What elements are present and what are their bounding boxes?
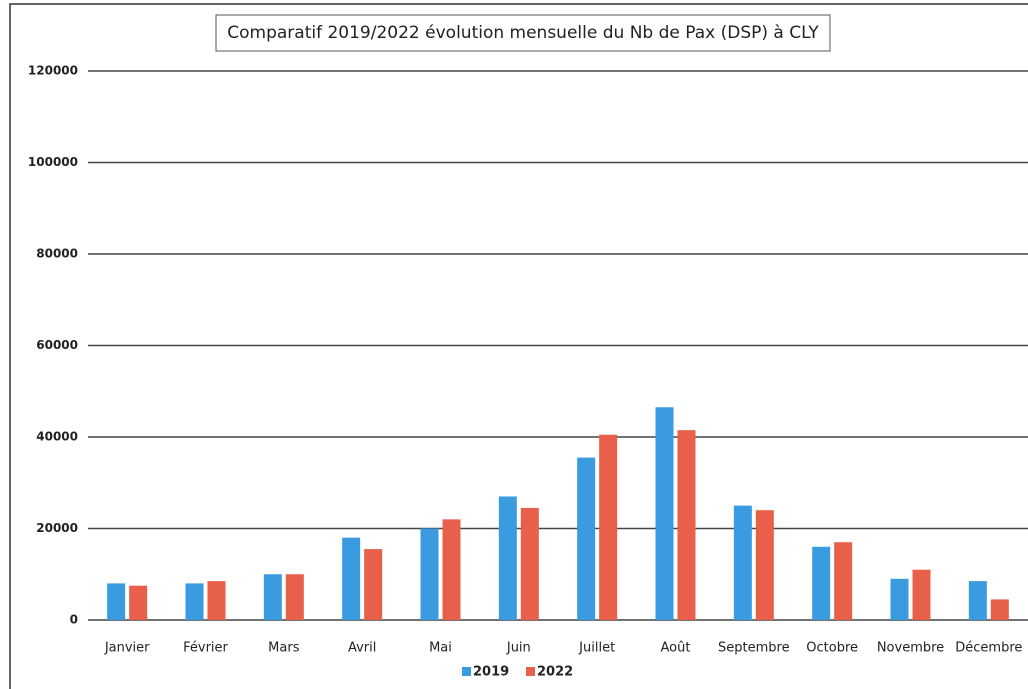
x-tick-label: Août [661,641,691,656]
bar [733,505,752,620]
bar [364,549,383,620]
legend-label: 2022 [537,665,573,680]
x-tick-label: Novembre [877,641,944,656]
y-tick-label: 120000 [28,64,78,78]
x-tick-label: Septembre [718,641,790,656]
bar [990,599,1009,620]
bar [498,496,517,620]
x-tick-label: Mai [429,641,452,656]
bar [890,578,909,620]
bar [655,407,674,620]
bar [107,583,126,620]
bar [677,430,696,620]
legend-swatch [526,667,535,676]
y-tick-label: 40000 [36,430,78,444]
x-tick-label: Juin [506,641,531,656]
bar [520,507,539,620]
bar [912,569,931,620]
y-tick-label: 20000 [36,521,78,535]
bar [812,546,831,620]
title-box [215,14,831,52]
bar [263,574,282,620]
bar [442,519,461,620]
x-tick-label: Avril [348,641,376,656]
x-tick-label: Octobre [806,641,858,656]
bar [599,434,618,620]
bar [755,510,774,620]
bar [285,574,304,620]
x-tick-label: Mars [268,641,300,656]
chart-title: Comparatif 2019/2022 évolution mensuelle… [227,23,819,43]
x-tick-label: Février [183,641,228,656]
bar [834,542,853,620]
y-tick-label: 100000 [28,155,78,169]
y-tick-label: 0 [70,613,78,627]
bar [577,457,596,620]
bar [968,581,987,620]
bar [185,583,204,620]
x-tick-label: Juillet [578,641,615,656]
bar [342,537,361,620]
bar [420,528,439,620]
chart-frame [9,3,1028,689]
x-tick-label: Décembre [955,641,1022,656]
bar [129,585,148,620]
legend-swatch [462,667,471,676]
y-tick-label: 60000 [36,338,78,352]
bar [207,581,226,620]
x-tick-label: Janvier [104,641,150,656]
legend-label: 2019 [473,665,509,680]
y-tick-label: 80000 [36,247,78,261]
